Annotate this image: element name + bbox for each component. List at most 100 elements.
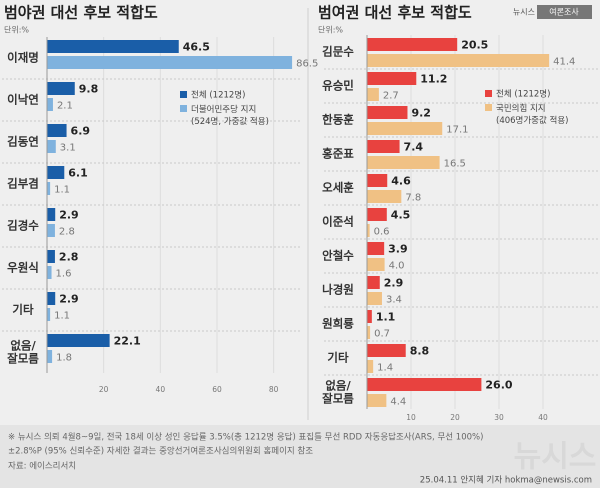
bar [367, 310, 372, 323]
bar [47, 56, 293, 69]
bar [367, 208, 387, 221]
value-label: 0.6 [374, 227, 390, 238]
category-label: 기타 [327, 351, 349, 365]
value-label: 2.8 [59, 251, 79, 264]
bar [47, 250, 55, 263]
bar [47, 308, 51, 321]
value-label: 9.2 [411, 107, 431, 120]
bar [367, 106, 408, 119]
value-label: 26.0 [485, 379, 512, 392]
bar [47, 40, 179, 53]
bar [367, 174, 388, 187]
bar [47, 334, 110, 347]
value-label: 4.4 [390, 397, 406, 408]
x-tick-label: 20 [450, 413, 460, 422]
x-tick-label: 60 [212, 385, 222, 394]
value-label: 11.2 [420, 73, 447, 86]
category-label: 나경원 [322, 283, 354, 297]
category-label: 유승민 [322, 79, 354, 93]
value-label: 9.8 [79, 83, 99, 96]
value-label: 86.5 [296, 59, 318, 70]
value-label: 6.1 [68, 167, 88, 180]
bar [47, 292, 56, 305]
unit-label: 단위:% [4, 25, 29, 35]
category-label: 홍준표 [322, 147, 354, 161]
value-label: 1.1 [54, 311, 70, 322]
bar [367, 258, 385, 271]
value-label: 4.0 [389, 261, 405, 272]
x-tick-label: 30 [494, 413, 504, 422]
bar [47, 166, 65, 179]
value-label: 3.1 [60, 143, 76, 154]
logo: 뉴시스 [513, 8, 535, 17]
category-label: 없음/잘모름 [7, 338, 39, 365]
value-label: 1.8 [56, 353, 72, 364]
bar [47, 124, 67, 137]
legend-swatch [180, 105, 187, 112]
bar [47, 182, 51, 195]
value-label: 1.1 [54, 185, 70, 196]
bar [367, 140, 400, 153]
unit-label: 단위:% [318, 25, 343, 35]
logo: 여론조사 [549, 7, 579, 17]
category-label: 기타 [12, 303, 34, 317]
category-label: 김부겸 [7, 177, 39, 191]
legend-swatch [180, 91, 187, 98]
chart-title: 범여권 대선 후보 적합도 [318, 4, 472, 22]
footer-source: 자료: 에이스리서치 [8, 461, 76, 472]
legend-label: 더불어민주당 지지 (524명, 가중값 적용) [191, 104, 269, 127]
bar [47, 266, 52, 279]
category-label: 한동훈 [322, 113, 354, 127]
x-tick-label: 40 [538, 413, 548, 422]
footer-note: ±2.8%P (95% 신뢰수준) 자세한 결과는 중앙선거여론조사심의위원회 … [8, 446, 313, 457]
x-tick-label: 40 [156, 385, 166, 394]
bar [47, 140, 56, 153]
value-label: 8.8 [410, 345, 430, 358]
value-label: 0.7 [374, 329, 390, 340]
value-label: 4.5 [391, 209, 411, 222]
value-label: 16.5 [444, 159, 466, 170]
bar [367, 88, 379, 101]
bar [47, 82, 75, 95]
category-label: 이재명 [7, 51, 39, 65]
bar [47, 98, 53, 111]
bar [47, 224, 55, 237]
value-label: 2.7 [383, 91, 399, 102]
bar [47, 350, 53, 363]
logo-box [537, 5, 592, 19]
bar [367, 344, 406, 357]
value-label: 2.9 [59, 293, 79, 306]
category-label: 없음/잘모름 [322, 378, 354, 405]
bar [367, 276, 380, 289]
legend-swatch [485, 90, 492, 97]
value-label: 7.4 [404, 141, 424, 154]
value-label: 22.1 [114, 335, 141, 348]
x-tick-label: 10 [406, 413, 416, 422]
legend-swatch [485, 104, 492, 111]
value-label: 1.6 [56, 269, 72, 280]
value-label: 1.4 [377, 363, 393, 374]
bar [367, 72, 417, 85]
bar [367, 326, 371, 339]
value-label: 1.1 [376, 311, 396, 324]
value-label: 4.6 [391, 175, 411, 188]
value-label: 2.8 [59, 227, 75, 238]
category-label: 이낙연 [7, 93, 39, 107]
value-label: 41.4 [553, 57, 575, 68]
category-label: 원희룡 [322, 317, 354, 331]
bar [367, 360, 374, 373]
bar [367, 122, 443, 135]
category-label: 오세훈 [322, 181, 354, 195]
x-tick-label: 80 [269, 385, 279, 394]
category-label: 안철수 [322, 249, 354, 263]
category-label: 김경수 [7, 219, 39, 233]
footer-note: ※ 뉴시스 의뢰 4월8~9일, 전국 18세 이상 성인 응답률 3.5%(총… [8, 432, 483, 443]
value-label: 6.9 [71, 125, 91, 138]
value-label: 46.5 [183, 41, 210, 54]
legend-label: 전체 (1212명) [496, 89, 550, 100]
value-label: 20.5 [461, 39, 488, 52]
watermark: 뉴시스 [514, 440, 597, 475]
category-label: 우원식 [7, 261, 39, 275]
